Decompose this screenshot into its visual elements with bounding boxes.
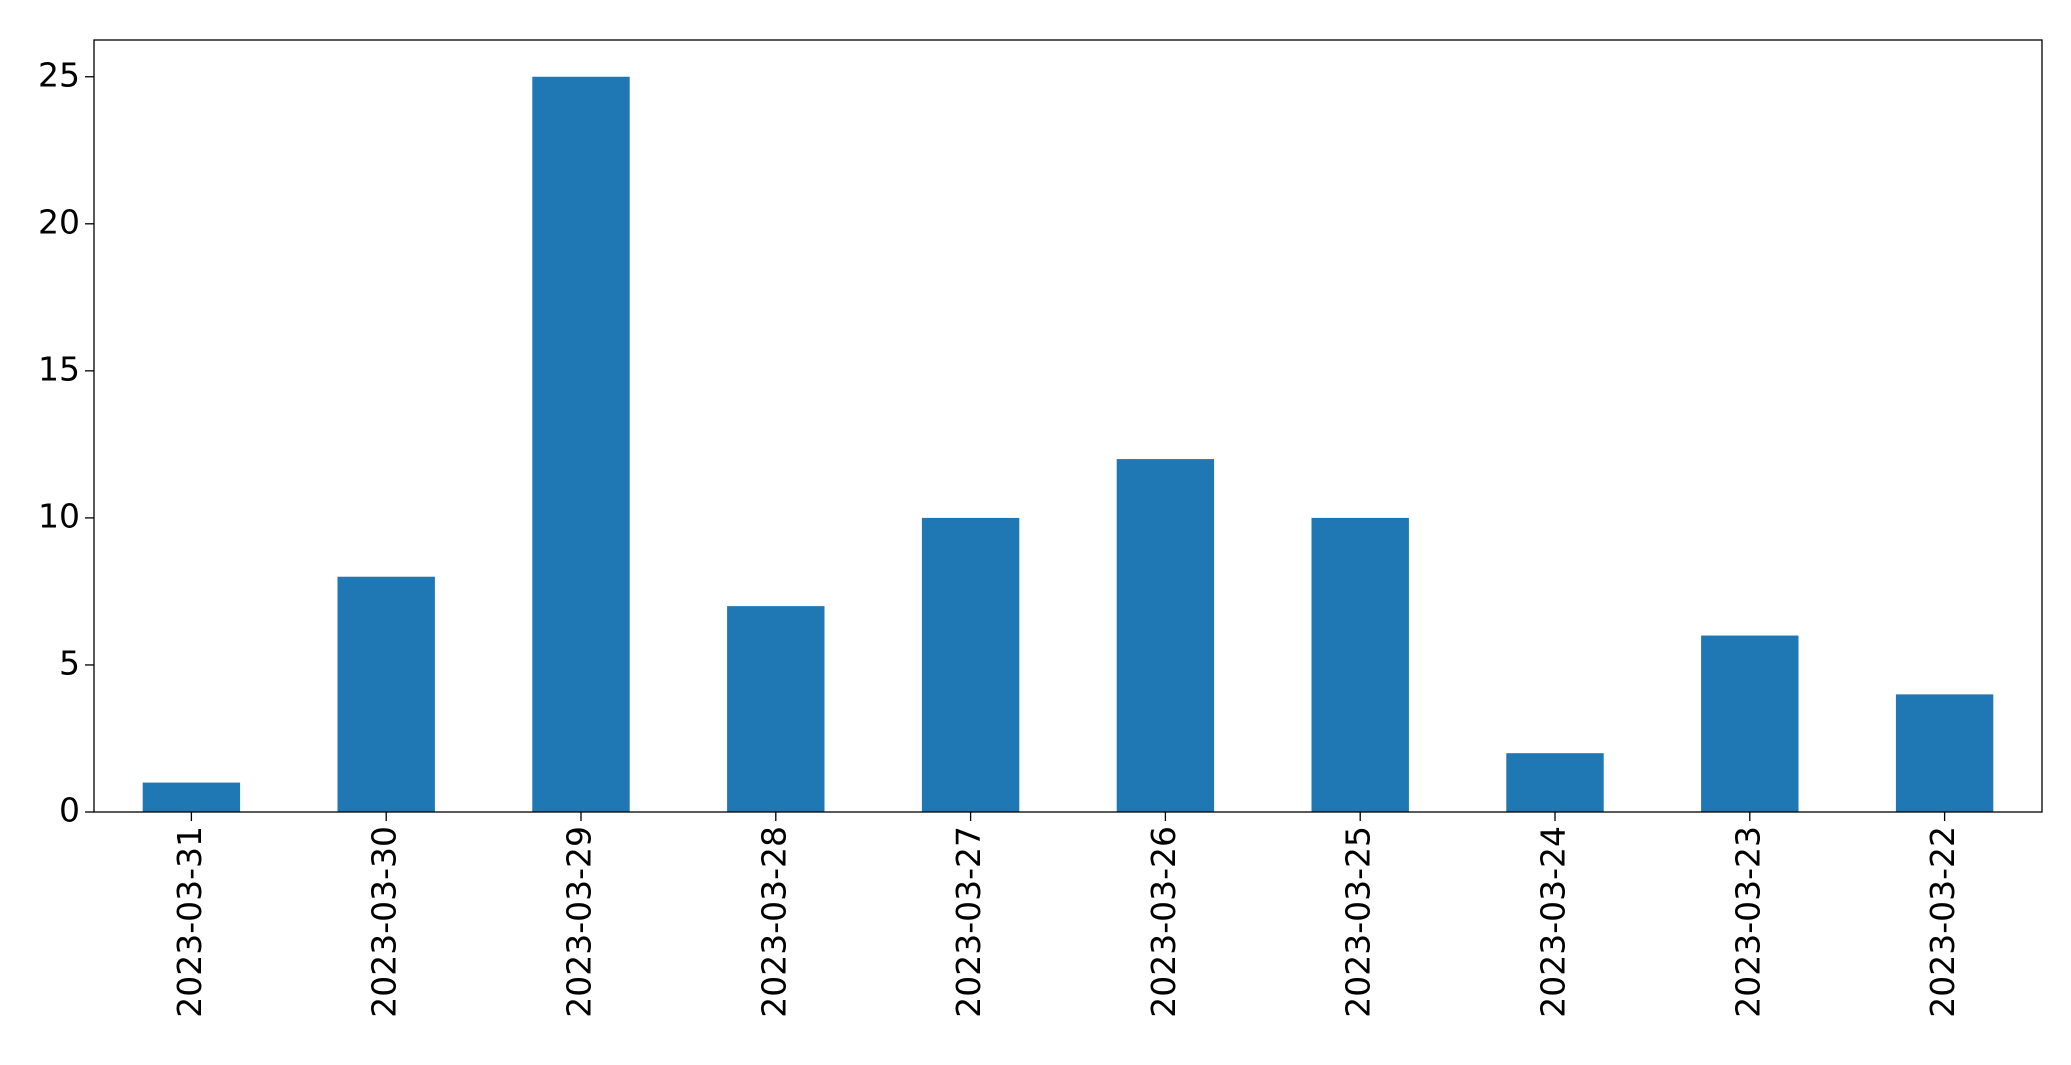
y-tick-label: 20 — [38, 202, 80, 241]
x-tick-label: 2023-03-23 — [1728, 826, 1767, 1018]
bar — [1895, 694, 1994, 812]
x-tick-label: 2023-03-31 — [170, 826, 209, 1018]
y-tick-label: 25 — [38, 55, 80, 94]
x-tick-label: 2023-03-28 — [754, 826, 793, 1018]
x-tick-label: 2023-03-26 — [1144, 826, 1183, 1018]
bar — [1506, 753, 1604, 812]
bar — [532, 76, 630, 812]
y-tick-label: 15 — [38, 349, 80, 388]
bar — [1311, 517, 1409, 812]
bar — [921, 517, 1020, 812]
bar — [1116, 459, 1215, 812]
bar — [142, 782, 241, 812]
y-tick-label: 0 — [59, 791, 80, 830]
bar — [1701, 635, 1799, 812]
bar — [337, 576, 435, 812]
x-tick-label: 2023-03-24 — [1534, 826, 1573, 1018]
plot-frame — [93, 39, 2043, 813]
x-tick-label: 2023-03-27 — [949, 826, 988, 1018]
x-tick-label: 2023-03-29 — [560, 826, 599, 1018]
y-tick-label: 5 — [59, 643, 80, 682]
x-tick-label: 2023-03-30 — [365, 826, 404, 1018]
y-tick-label: 10 — [38, 496, 80, 535]
x-tick-label: 2023-03-22 — [1923, 826, 1962, 1018]
bar — [727, 606, 825, 812]
x-tick-label: 2023-03-25 — [1339, 826, 1378, 1018]
